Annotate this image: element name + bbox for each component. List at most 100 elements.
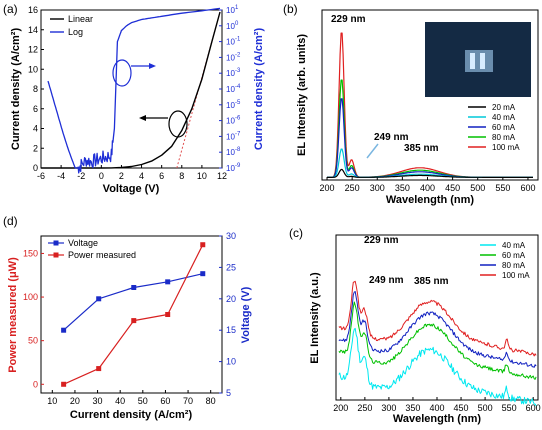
y2-tick-base: 10 bbox=[226, 132, 235, 141]
y2-tick-exp: -4 bbox=[235, 84, 241, 90]
inset-device-bar bbox=[470, 53, 475, 69]
panel-b-label: (b) bbox=[283, 2, 298, 16]
x-axis-title: Wavelength (nm) bbox=[393, 413, 482, 425]
y2-tick-exp: -6 bbox=[235, 116, 241, 122]
legend-log-label: Log bbox=[68, 27, 83, 37]
series-log bbox=[47, 7, 221, 174]
annotation-249: 249 nm bbox=[374, 132, 409, 143]
series-power bbox=[63, 244, 204, 385]
y2-tick-label: 25 bbox=[226, 262, 236, 272]
x-tick-label: 10 bbox=[197, 171, 207, 181]
y2-tick-exp: -9 bbox=[235, 163, 241, 169]
inset-device bbox=[465, 50, 493, 72]
x-tick-label: 500 bbox=[470, 183, 485, 193]
x-tick-label: 50 bbox=[138, 396, 148, 406]
data-point-voltage bbox=[61, 327, 67, 333]
annotation-ellipse-linear bbox=[168, 110, 188, 138]
y-tick-label: 0 bbox=[33, 379, 38, 389]
x-tick-label: 70 bbox=[183, 396, 193, 406]
panel-b-frame bbox=[321, 9, 539, 181]
y2-tick-label: 20 bbox=[226, 294, 236, 304]
x-tick-label: 300 bbox=[381, 403, 396, 413]
legend-label: 80 mA bbox=[492, 133, 516, 142]
annotation-385: 385 nm bbox=[404, 143, 439, 154]
legend-label: 80 mA bbox=[502, 261, 526, 270]
spectrum-100mA bbox=[338, 280, 537, 357]
legend-label: Power measured bbox=[68, 250, 136, 260]
y-axis-title: Current density (A/cm²) bbox=[10, 28, 22, 151]
y-tick-label: 2 bbox=[33, 143, 38, 153]
y-tick-label: 12 bbox=[28, 45, 38, 55]
annotation-229: 229 nm bbox=[364, 235, 399, 246]
x-tick-label: 550 bbox=[502, 403, 517, 413]
spectrum-40mA bbox=[338, 327, 537, 407]
x-tick-label: 200 bbox=[333, 403, 348, 413]
data-point-voltage bbox=[200, 271, 206, 277]
x-tick-label: 600 bbox=[520, 183, 535, 193]
y-tick-label: 50 bbox=[28, 336, 38, 346]
x-tick-label: -2 bbox=[77, 171, 85, 181]
legend-marker bbox=[53, 240, 59, 246]
legend-label: 20 mA bbox=[492, 103, 516, 112]
x-tick-label: 450 bbox=[445, 183, 460, 193]
x-tick-label: 30 bbox=[93, 396, 103, 406]
y2-tick-base: 10 bbox=[226, 6, 235, 15]
legend-label: 40 mA bbox=[502, 241, 526, 250]
y2-tick-exp: -7 bbox=[235, 131, 241, 137]
panel-d-label: (d) bbox=[3, 214, 18, 228]
y2-tick-exp: -5 bbox=[235, 100, 241, 106]
y2-tick-label: 10 bbox=[226, 357, 236, 367]
annotation-ellipse-log bbox=[112, 59, 132, 87]
y-tick-label: 8 bbox=[33, 84, 38, 94]
series-linear bbox=[41, 11, 221, 169]
y2-tick-base: 10 bbox=[226, 38, 235, 47]
annotation-385: 385 nm bbox=[414, 276, 449, 287]
y-tick-label: 0 bbox=[33, 163, 38, 173]
legend-marker bbox=[53, 252, 59, 258]
annotation-229: 229 nm bbox=[331, 14, 366, 25]
y-tick-label: 16 bbox=[28, 5, 38, 15]
legend-label: 60 mA bbox=[492, 123, 516, 132]
x-tick-label: 200 bbox=[320, 183, 335, 193]
x-tick-label: 6 bbox=[159, 171, 164, 181]
y-tick-label: 4 bbox=[33, 124, 38, 134]
y2-tick-base: 10 bbox=[226, 22, 235, 31]
panel-c-label: (c) bbox=[289, 226, 303, 240]
y2-tick-label: 5 bbox=[226, 388, 231, 398]
spectrum-60mA bbox=[338, 301, 537, 380]
x-tick-label: 400 bbox=[420, 183, 435, 193]
x-tick-label: 10 bbox=[47, 396, 57, 406]
y2-tick-base: 10 bbox=[226, 164, 235, 173]
y2-tick-label: 30 bbox=[226, 231, 236, 241]
data-point-power bbox=[165, 312, 171, 317]
y2-tick-label: 15 bbox=[226, 325, 236, 335]
y-tick-label: 10 bbox=[28, 64, 38, 74]
y2-tick-exp: -3 bbox=[235, 68, 241, 74]
x-tick-label: 550 bbox=[495, 183, 510, 193]
x-tick-label: 250 bbox=[357, 403, 372, 413]
x-tick-label: -6 bbox=[37, 171, 45, 181]
x-tick-label: 12 bbox=[217, 171, 227, 181]
x-tick-label: 450 bbox=[454, 403, 469, 413]
panel-a-label: (a) bbox=[3, 2, 18, 16]
y2-tick-exp: -2 bbox=[235, 52, 241, 58]
x-tick-label: 600 bbox=[526, 403, 541, 413]
legend-label: 100 mA bbox=[492, 143, 520, 152]
y2-tick-exp: 0 bbox=[235, 21, 239, 27]
x-tick-label: 350 bbox=[405, 403, 420, 413]
y-tick-label: 100 bbox=[23, 292, 38, 302]
spectrum-20mA bbox=[327, 168, 533, 178]
x-tick-label: 400 bbox=[429, 403, 444, 413]
y2-tick-base: 10 bbox=[226, 53, 235, 62]
x-tick-label: 2 bbox=[119, 171, 124, 181]
data-point-power bbox=[61, 381, 67, 387]
x-tick-label: 40 bbox=[115, 396, 125, 406]
annotation-249: 249 nm bbox=[369, 275, 404, 286]
y2-tick-base: 10 bbox=[226, 101, 235, 110]
x-tick-label: 350 bbox=[395, 183, 410, 193]
x-tick-label: 60 bbox=[160, 396, 170, 406]
y2-tick-exp: -8 bbox=[235, 147, 241, 153]
y2-tick-base: 10 bbox=[226, 85, 235, 94]
y2-axis-title: Current density (A/cm²) bbox=[253, 28, 265, 151]
y-tick-label: 6 bbox=[33, 104, 38, 114]
